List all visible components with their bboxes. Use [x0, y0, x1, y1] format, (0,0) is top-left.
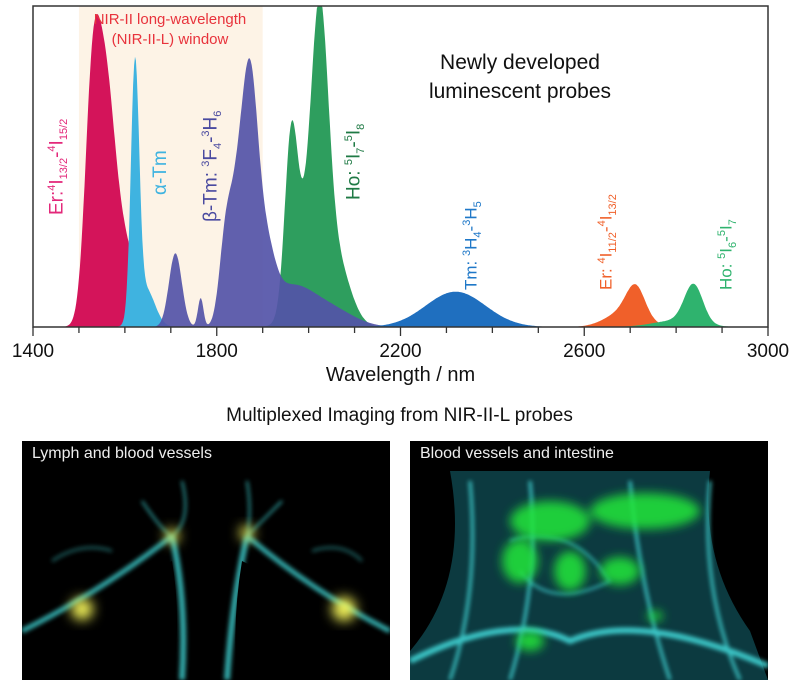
label-part-s2: 4 [596, 220, 608, 227]
label-part-l2: H [200, 116, 222, 131]
label-part-l2: I [343, 129, 365, 136]
label-ho2: Ho: 5I6-5I7 [716, 219, 739, 290]
label-part-b2: 7 [727, 219, 740, 226]
label-part-b1: 13/2 [58, 157, 71, 180]
annotation-line1: Newly developed [440, 51, 600, 74]
label-part-dash: - [46, 151, 68, 158]
label-part-l2: I [46, 140, 68, 146]
label-part-s1: 3 [461, 249, 473, 256]
series-6 [33, 283, 768, 327]
x-tick-label: 1800 [196, 341, 238, 362]
series-5 [33, 284, 768, 327]
label-tm: Tm: 3H4-3H5 [461, 201, 484, 290]
label-part-b2: 8 [355, 123, 368, 130]
x-axis-label: Wavelength / nm [326, 364, 475, 386]
label-part-dash: - [716, 236, 736, 242]
annotation-line2: luminescent probes [428, 80, 612, 103]
label-part-dash: - [596, 226, 616, 233]
label-part-s1: 5 [716, 252, 728, 259]
label-alpha-tm: α-Tm [150, 150, 172, 195]
x-tick-label: 1400 [12, 341, 54, 362]
label-part-dash: - [343, 141, 365, 148]
label-part-main: Tm: [461, 256, 481, 290]
label-part-b2: 13/2 [607, 194, 620, 216]
label-er2: Er: 4I11/2-4I13/2 [596, 194, 619, 290]
label-part-l1: I [343, 153, 365, 160]
label-part-l1: F [200, 149, 222, 161]
label-part-l1: I [716, 247, 736, 253]
label-part-l1: H [461, 237, 481, 250]
label-part-s2: 5 [716, 230, 728, 237]
image-blood-intestine: Blood vessels and intestine [410, 441, 768, 680]
label-er1: Er:4I13/2-4I15/2 [46, 119, 70, 215]
label-part-b1: 11/2 [607, 232, 620, 253]
label-part-l1: I [596, 252, 616, 258]
left-caption: Lymph and blood vessels [32, 445, 212, 462]
window-label-line1: NIR-II long-wavelength [93, 11, 247, 28]
label-part-main: Er: [596, 263, 616, 290]
x-tick-label: 3000 [747, 341, 789, 362]
intestine-image [410, 471, 768, 680]
label-ho1: Ho: 5I7-5I8 [343, 124, 367, 200]
label-part-dash: - [200, 136, 222, 143]
image-lymph-blood: Lymph and blood vessels [22, 441, 390, 680]
label-part-dash: - [461, 225, 481, 232]
right-caption: Blood vessels and intestine [420, 445, 614, 462]
spectrum-chart: 1400 1800 2200 2600 3000 Wavelength / nm [12, 5, 789, 386]
label-part-b1: 4 [212, 142, 225, 150]
label-part-b1: 4 [472, 231, 485, 238]
label-part-s2: 4 [46, 145, 58, 152]
label-part-b1: 7 [355, 147, 368, 154]
label-part-main: α-Tm [150, 150, 171, 195]
label-beta-tm: β-Tm: 3F4-3H6 [200, 111, 224, 222]
label-part-b1: 6 [727, 241, 740, 248]
label-part-b2: 5 [472, 201, 485, 208]
label-part-main: β-Tm: [200, 166, 222, 222]
lymph-image [22, 480, 390, 680]
x-tick-label: 2200 [379, 341, 421, 362]
label-part-b2: 6 [212, 110, 225, 117]
label-part-s2: 5 [343, 135, 355, 142]
x-tick-label: 2600 [563, 341, 605, 362]
label-part-s2: 3 [461, 219, 473, 226]
window-label-line2: (NIR-II-L) window [111, 31, 229, 48]
label-part-s1: 4 [46, 184, 58, 191]
label-part-s1: 4 [596, 257, 608, 264]
label-part-main: Ho: [716, 258, 736, 290]
window-label: NIR-II long-wavelength (NIR-II-L) window [60, 10, 280, 50]
label-part-s2: 3 [200, 130, 212, 137]
label-part-l2: H [461, 207, 481, 220]
annotation: Newly developed luminescent probes [420, 48, 620, 106]
label-part-l2: I [716, 225, 736, 231]
label-part-s1: 5 [343, 159, 355, 166]
label-part-b2: 15/2 [58, 118, 71, 141]
series-0 [33, 14, 768, 327]
label-part-s1: 3 [200, 160, 212, 167]
label-part-main: Ho: [343, 165, 365, 200]
label-part-l2: I [596, 215, 616, 221]
imaging-title: Multiplexed Imaging from NIR-II-L probes [226, 405, 573, 426]
label-part-main: Er: [46, 190, 68, 215]
label-part-l1: I [46, 179, 68, 185]
